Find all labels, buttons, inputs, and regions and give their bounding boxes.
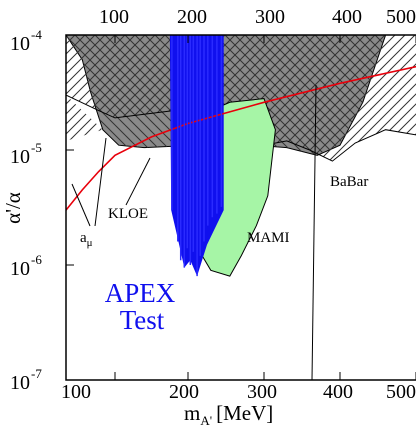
amu-red-curve (66, 65, 416, 211)
x-tick-label: 200 (169, 381, 199, 403)
amu-label: aμ (80, 230, 93, 249)
y-tick-label: 10 (10, 33, 30, 55)
babar-label: BaBar (330, 174, 368, 190)
kloe-bracket-line (311, 84, 317, 380)
x-tick-label-top: 100 (99, 6, 129, 28)
y-tick-labels: 10 -4 10 -5 10 -6 10 -7 (10, 27, 42, 394)
y-tick-exponent: -6 (31, 252, 42, 267)
x-tick-label: 500 (386, 381, 416, 403)
x-axis-title: mA' [MeV] (184, 401, 273, 428)
y-tick-label: 10 (10, 372, 30, 394)
x-tick-label: 100 (61, 381, 91, 403)
y-tick-exponent: -4 (31, 27, 42, 42)
x-tick-label: 400 (323, 381, 353, 403)
plot-area (66, 35, 416, 380)
amu-pointer-line (71, 183, 91, 227)
y-axis-title: α'/α (1, 192, 25, 224)
y-tick-label: 10 (10, 258, 30, 280)
x-tick-label-top: 500 (386, 6, 416, 28)
apex-label-line1: APEX (105, 278, 176, 308)
x-tick-label-top: 200 (177, 6, 207, 28)
x-tick-labels-top: 100 200 300 400 500 (99, 6, 416, 28)
x-tick-labels-bottom: 100 200 300 400 500 (61, 381, 416, 403)
babar-hatched-region (66, 35, 416, 162)
annotations: aμ KLOE MAMI BaBar APEX Test (71, 137, 368, 335)
kloe-label: KLOE (108, 206, 148, 222)
x-tick-label-top: 300 (255, 6, 285, 28)
apex-label-line2: Test (120, 305, 165, 335)
plot-frame (65, 34, 416, 381)
kloe-pointer-line (125, 157, 151, 206)
y-tick-exponent: -5 (31, 140, 42, 155)
x-tick-label: 300 (247, 381, 277, 403)
amu-pointer-line (94, 137, 107, 227)
apex-streaks (171, 35, 223, 277)
y-tick-label: 10 (10, 146, 30, 168)
mami-label: MAMI (247, 230, 290, 246)
x-tick-label-top: 400 (332, 6, 362, 28)
amu-hatched-region (66, 95, 103, 141)
y-tick-exponent: -7 (31, 366, 42, 381)
